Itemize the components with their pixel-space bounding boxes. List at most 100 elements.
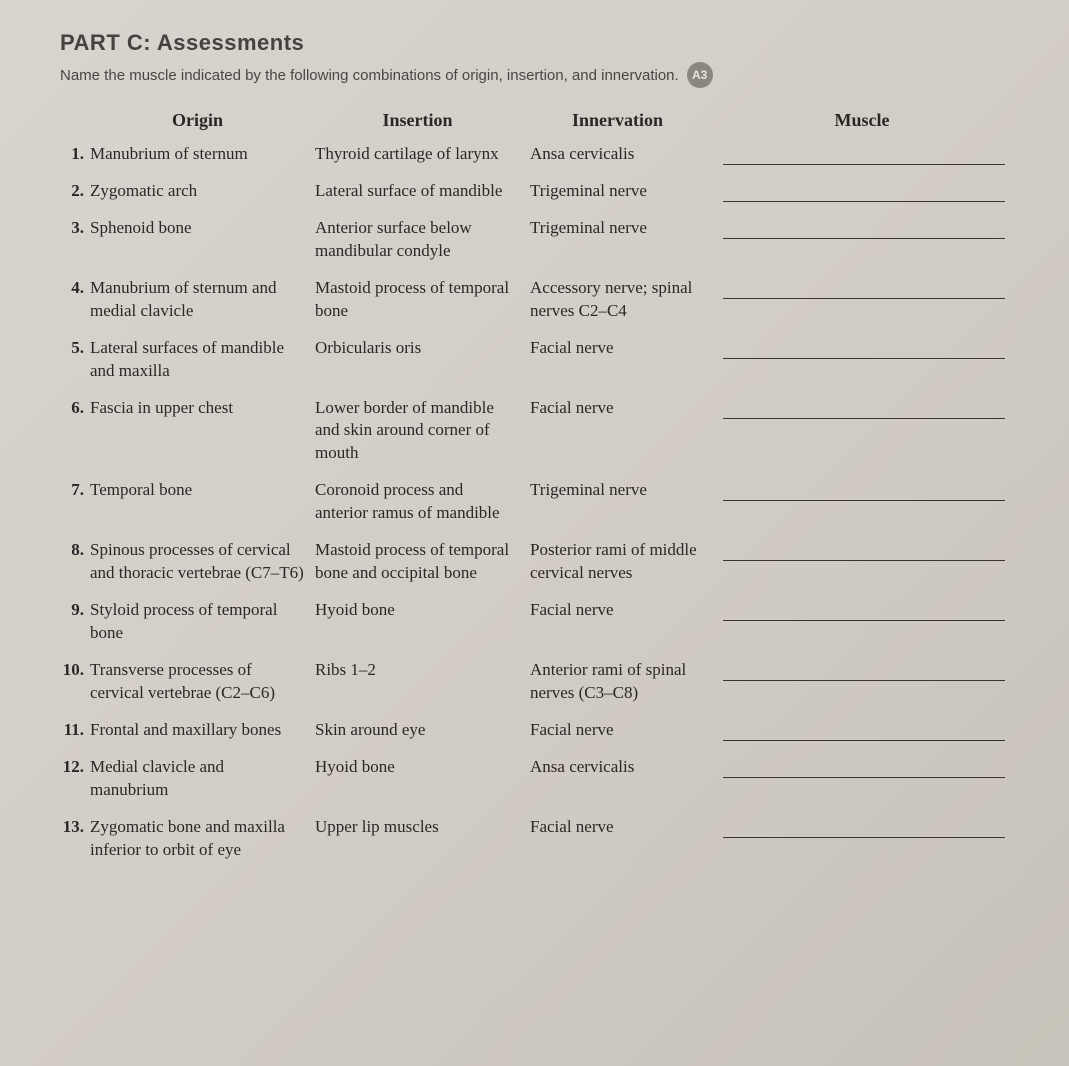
cell-innervation: Ansa cervicalis xyxy=(530,143,715,166)
cell-origin: Zygomatic bone and maxilla inferior to o… xyxy=(90,816,315,862)
cell-origin: Zygomatic arch xyxy=(90,180,315,203)
table-row: 2. Zygomatic arch Lateral surface of man… xyxy=(60,176,1009,213)
cell-innervation: Facial nerve xyxy=(530,719,715,742)
answer-blank[interactable] xyxy=(723,541,1005,561)
answer-blank[interactable] xyxy=(723,279,1005,299)
answer-blank[interactable] xyxy=(723,399,1005,419)
cell-insertion: Ribs 1–2 xyxy=(315,659,530,682)
cell-innervation: Ansa cervicalis xyxy=(530,756,715,779)
table-row: 11. Frontal and maxillary bones Skin aro… xyxy=(60,715,1009,752)
answer-blank[interactable] xyxy=(723,818,1005,838)
row-number: 9. xyxy=(60,599,90,622)
answer-blank[interactable] xyxy=(723,758,1005,778)
row-number: 12. xyxy=(60,756,90,779)
table-row: 6. Fascia in upper chest Lower border of… xyxy=(60,393,1009,476)
cell-muscle xyxy=(715,756,1009,778)
table-row: 1. Manubrium of sternum Thyroid cartilag… xyxy=(60,139,1009,176)
cell-innervation: Facial nerve xyxy=(530,337,715,360)
cell-muscle xyxy=(715,719,1009,741)
cell-insertion: Orbicularis oris xyxy=(315,337,530,360)
table-row: 7. Temporal bone Coronoid process and an… xyxy=(60,475,1009,535)
cell-origin: Sphenoid bone xyxy=(90,217,315,240)
instruction-row: Name the muscle indicated by the followi… xyxy=(60,62,1009,88)
cell-muscle xyxy=(715,143,1009,165)
cell-insertion: Upper lip muscles xyxy=(315,816,530,839)
header-innervation: Innervation xyxy=(530,110,715,131)
part-title: PART C: Assessments xyxy=(60,30,1009,56)
cell-origin: Manubrium of sternum and medial clavicle xyxy=(90,277,315,323)
cell-origin: Spinous processes of cervical and thorac… xyxy=(90,539,315,585)
row-number: 13. xyxy=(60,816,90,839)
row-number: 8. xyxy=(60,539,90,562)
table-header-row: Origin Insertion Innervation Muscle xyxy=(60,106,1009,139)
header-spacer xyxy=(60,110,90,131)
cell-muscle xyxy=(715,217,1009,239)
cell-muscle xyxy=(715,816,1009,838)
cell-innervation: Accessory nerve; spinal nerves C2–C4 xyxy=(530,277,715,323)
table-row: 8. Spinous processes of cervical and tho… xyxy=(60,535,1009,595)
cell-origin: Temporal bone xyxy=(90,479,315,502)
table-row: 3. Sphenoid bone Anterior surface below … xyxy=(60,213,1009,273)
row-number: 1. xyxy=(60,143,90,166)
answer-blank[interactable] xyxy=(723,145,1005,165)
cell-insertion: Anterior surface below mandibular condyl… xyxy=(315,217,530,263)
cell-insertion: Skin around eye xyxy=(315,719,530,742)
cell-muscle xyxy=(715,397,1009,419)
cell-muscle xyxy=(715,479,1009,501)
answer-blank[interactable] xyxy=(723,601,1005,621)
cell-innervation: Trigeminal nerve xyxy=(530,479,715,502)
cell-origin: Transverse processes of cervical vertebr… xyxy=(90,659,315,705)
answer-blank[interactable] xyxy=(723,219,1005,239)
answer-blank[interactable] xyxy=(723,339,1005,359)
cell-insertion: Hyoid bone xyxy=(315,756,530,779)
table-row: 4. Manubrium of sternum and medial clavi… xyxy=(60,273,1009,333)
answer-blank[interactable] xyxy=(723,721,1005,741)
cell-muscle xyxy=(715,337,1009,359)
cell-innervation: Facial nerve xyxy=(530,397,715,420)
header-muscle: Muscle xyxy=(715,110,1009,131)
cell-innervation: Anterior rami of spinal nerves (C3–C8) xyxy=(530,659,715,705)
instruction-text: Name the muscle indicated by the followi… xyxy=(60,67,679,84)
cell-muscle xyxy=(715,659,1009,681)
row-number: 10. xyxy=(60,659,90,682)
heading-block: PART C: Assessments Name the muscle indi… xyxy=(60,30,1009,88)
cell-innervation: Facial nerve xyxy=(530,599,715,622)
cell-insertion: Thyroid cartilage of larynx xyxy=(315,143,530,166)
cell-origin: Lateral surfaces of mandible and maxilla xyxy=(90,337,315,383)
cell-origin: Fascia in upper chest xyxy=(90,397,315,420)
cell-insertion: Mastoid process of temporal bone and occ… xyxy=(315,539,530,585)
row-number: 6. xyxy=(60,397,90,420)
cell-insertion: Lower border of mandible and skin around… xyxy=(315,397,530,466)
cell-innervation: Facial nerve xyxy=(530,816,715,839)
row-number: 3. xyxy=(60,217,90,240)
cell-origin: Styloid process of temporal bone xyxy=(90,599,315,645)
row-number: 7. xyxy=(60,479,90,502)
table-row: 10. Transverse processes of cervical ver… xyxy=(60,655,1009,715)
assessment-table: Origin Insertion Innervation Muscle 1. M… xyxy=(60,106,1009,872)
cell-muscle xyxy=(715,277,1009,299)
answer-blank[interactable] xyxy=(723,182,1005,202)
answer-blank[interactable] xyxy=(723,481,1005,501)
table-row: 5. Lateral surfaces of mandible and maxi… xyxy=(60,333,1009,393)
row-number: 4. xyxy=(60,277,90,300)
cell-innervation: Trigeminal nerve xyxy=(530,217,715,240)
answer-blank[interactable] xyxy=(723,661,1005,681)
cell-innervation: Trigeminal nerve xyxy=(530,180,715,203)
part-label: PART C: xyxy=(60,30,151,55)
cell-insertion: Mastoid process of temporal bone xyxy=(315,277,530,323)
row-number: 2. xyxy=(60,180,90,203)
cell-insertion: Lateral surface of mandible xyxy=(315,180,530,203)
part-title-text: Assessments xyxy=(157,30,304,55)
cell-origin: Frontal and maxillary bones xyxy=(90,719,315,742)
cell-insertion: Hyoid bone xyxy=(315,599,530,622)
assessment-badge-icon: A3 xyxy=(687,62,713,88)
cell-innervation: Posterior rami of middle cervical nerves xyxy=(530,539,715,585)
table-row: 9. Styloid process of temporal bone Hyoi… xyxy=(60,595,1009,655)
cell-muscle xyxy=(715,599,1009,621)
row-number: 11. xyxy=(60,719,90,742)
cell-origin: Medial clavicle and manubrium xyxy=(90,756,315,802)
cell-origin: Manubrium of sternum xyxy=(90,143,315,166)
cell-muscle xyxy=(715,539,1009,561)
row-number: 5. xyxy=(60,337,90,360)
cell-insertion: Coronoid process and anterior ramus of m… xyxy=(315,479,530,525)
